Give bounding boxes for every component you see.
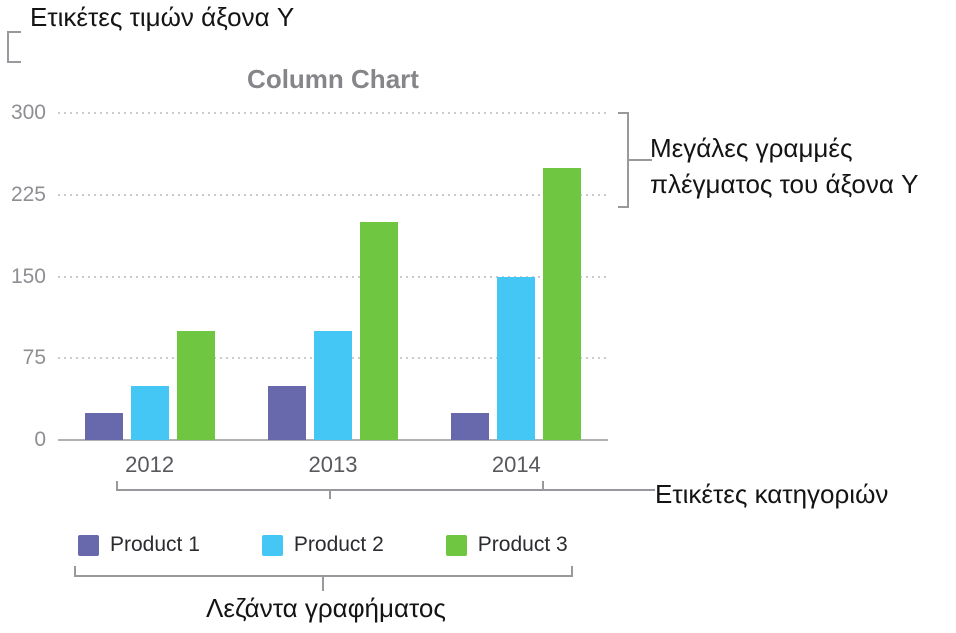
y-gridline: [58, 275, 608, 278]
legend-swatch: [261, 534, 283, 556]
legend-item: Product 2: [261, 533, 384, 557]
bar-product-2: [314, 331, 352, 440]
bar-product-1: [268, 385, 306, 440]
bar-product-2: [497, 276, 536, 440]
y-axis-tick-label: 150: [10, 264, 46, 288]
chart-legend-callout-text: Λεζάντα γραφήματος: [206, 593, 446, 623]
bar-product-3: [360, 222, 398, 440]
bar-product-1: [84, 412, 123, 440]
category-label: 2014: [491, 452, 541, 477]
column-chart: Column Chart 0 75 150 225 300 2012 2013 2014 P…: [0, 60, 660, 590]
legend-swatch: [445, 534, 467, 556]
legend-item: Product 1: [78, 533, 200, 557]
bar-product-3: [176, 331, 215, 440]
legend-label: Product 3: [477, 533, 568, 556]
x-axis-line: [58, 439, 608, 441]
y-gridline: [58, 112, 608, 114]
y-axis-tick-label: 0: [34, 428, 46, 451]
bar-product-3: [543, 167, 582, 440]
bar-product-1: [451, 412, 490, 440]
legend-label: Product 1: [110, 533, 200, 556]
y-gridlines-bracket-icon: [618, 112, 652, 208]
y-value-labels-bracket-icon: [7, 31, 21, 63]
category-labels-bracket-icon: [116, 481, 655, 499]
legend-item: Product 3: [445, 533, 568, 557]
y-axis-tick-label: 300: [10, 101, 46, 124]
y-axis-labels: 0 75 150 225 300: [0, 101, 46, 451]
y-axis-tick-label: 225: [10, 182, 46, 206]
plot-area: [58, 112, 608, 441]
chart-legend-bracket-icon: [74, 566, 573, 591]
chart-title: Column Chart: [247, 64, 419, 94]
y-axis-tick-label: 75: [22, 346, 46, 370]
category-labels-callout-text: Ετικέτες κατηγοριών: [655, 479, 889, 509]
bar-product-2: [130, 385, 169, 440]
y-gridlines-callout-text: Μεγάλες γραμμές πλέγματος του άξονα Y: [650, 133, 919, 199]
category-label: 2012: [125, 452, 175, 477]
legend-label: Product 2: [293, 533, 384, 556]
legend-swatch: [78, 534, 99, 556]
chart-legend: Product 1 Product 2 Product 3: [78, 533, 568, 557]
y-value-labels-callout-text: Ετικέτες τιμών άξονα Y: [30, 2, 295, 32]
category-label: 2013: [308, 452, 358, 477]
y-gridline: [58, 193, 608, 196]
category-labels: 2012 2013 2014: [58, 452, 608, 480]
